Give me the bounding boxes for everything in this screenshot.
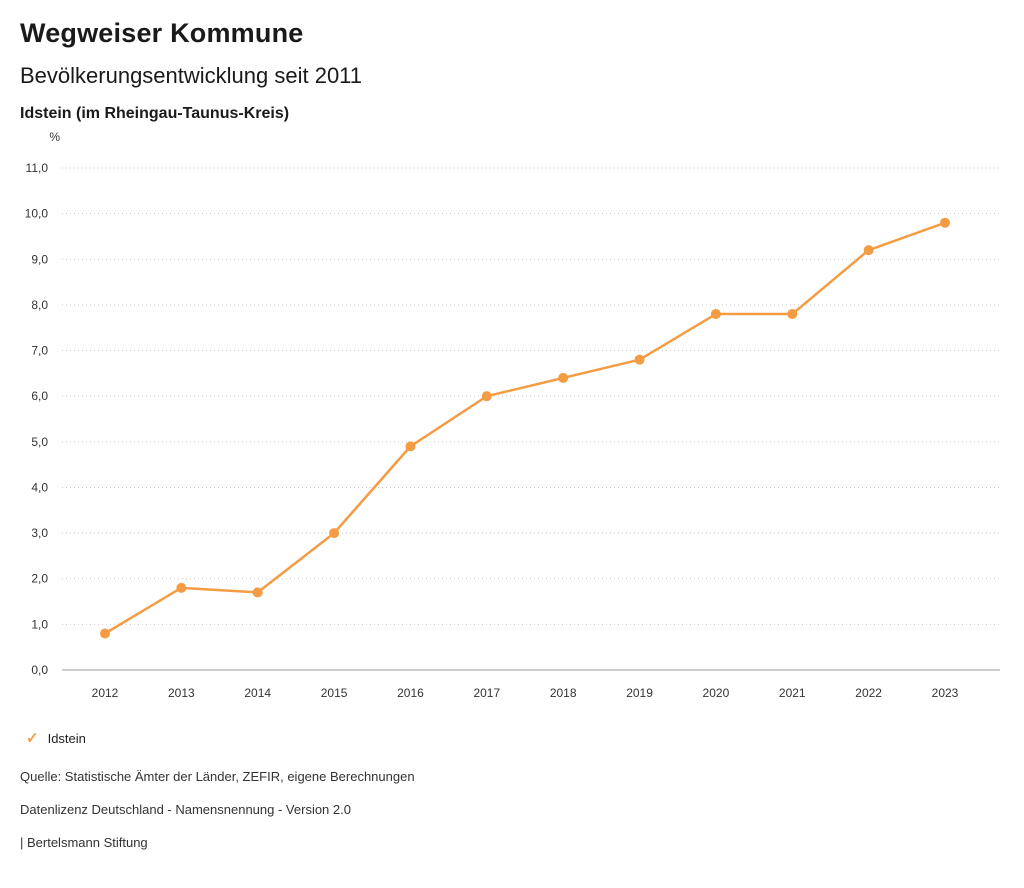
- line-chart-svg: 11,0 10,0 9,0 8,0 7,0 6,0 5,0 4,0 3,0 2,0 1,0 0,0% 2…: [25, 130, 1000, 700]
- svg-text:2023: 2023: [932, 686, 959, 700]
- svg-text:2013: 2013: [168, 686, 195, 700]
- svg-text:2018: 2018: [550, 686, 577, 700]
- svg-text:2019: 2019: [626, 686, 653, 700]
- svg-text:11,0: 11,0: [26, 161, 49, 175]
- svg-text:2017: 2017: [473, 686, 500, 700]
- svg-text:10,0: 10,0: [25, 207, 49, 221]
- license-text: Datenlizenz Deutschland - Namensnennung …: [20, 802, 351, 817]
- legend-check-icon: ✓: [26, 730, 39, 747]
- report-page: Wegweiser Kommune Bevölkerungsentwicklun…: [0, 18, 1024, 850]
- attribution-text: | Bertelsmann Stiftung: [20, 835, 148, 850]
- svg-text:2021: 2021: [779, 686, 806, 700]
- svg-text:0,0: 0,0: [31, 663, 48, 677]
- page-title: Wegweiser Kommune: [20, 18, 304, 48]
- svg-text:5,0: 5,0: [31, 435, 48, 449]
- svg-text:8,0: 8,0: [31, 298, 48, 312]
- svg-text:2012: 2012: [92, 686, 119, 700]
- legend-label: Idstein: [47, 730, 86, 746]
- svg-text:6,0: 6,0: [31, 389, 48, 403]
- svg-text:9,0: 9,0: [31, 252, 48, 266]
- source-text: Quelle: Statistische Ämter der Länder, Z…: [20, 769, 415, 784]
- svg-text:7,0: 7,0: [31, 344, 48, 358]
- svg-text:2015: 2015: [321, 686, 348, 700]
- svg-text:2014: 2014: [244, 686, 271, 700]
- svg-text:2016: 2016: [397, 686, 424, 700]
- chart-title: Bevölkerungsentwicklung seit 2011: [20, 63, 363, 88]
- svg-text:1,0: 1,0: [31, 617, 48, 631]
- chart-footer: Quelle: Statistische Ämter der Länder, Z…: [20, 769, 1004, 850]
- svg-text:2,0: 2,0: [31, 572, 48, 586]
- legend-item-idstein[interactable]: ✓ Idstein: [26, 729, 1004, 747]
- chart-subtitle-location: Idstein (im Rheingau-Taunus-Kreis): [20, 105, 290, 122]
- line-chart: 11,0 10,0 9,0 8,0 7,0 6,0 5,0 4,0 3,0 2,0 1,0 0,0% 2…: [0, 123, 1024, 723]
- svg-text:4,0: 4,0: [31, 480, 48, 494]
- svg-text:2022: 2022: [855, 686, 882, 700]
- svg-text:2020: 2020: [703, 686, 730, 700]
- svg-text:3,0: 3,0: [31, 526, 48, 540]
- svg-text:%: %: [49, 130, 60, 144]
